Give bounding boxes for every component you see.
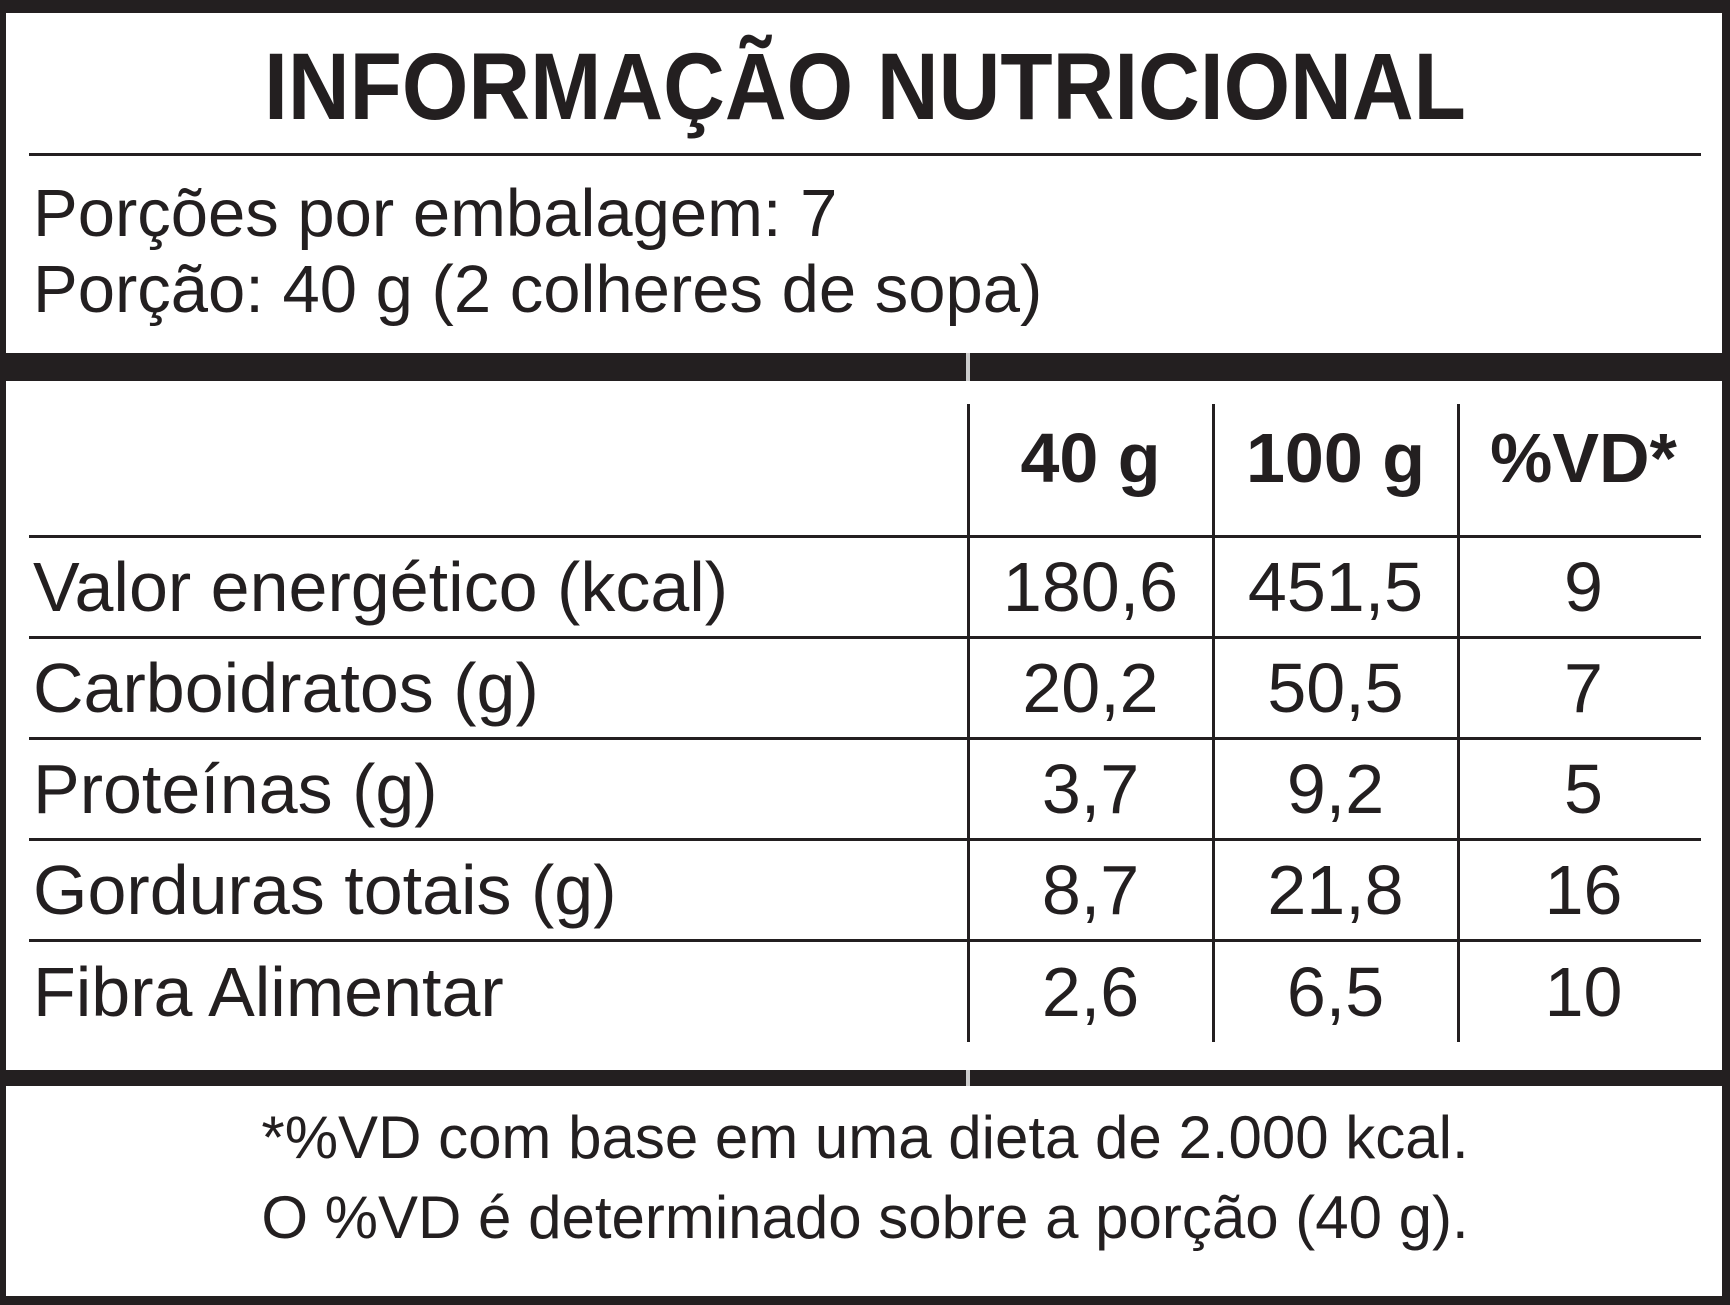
bottom-separator-bar [6, 1070, 1722, 1086]
nutrient-label: Fibra Alimentar [33, 953, 504, 1031]
row-separator [29, 636, 1701, 639]
column-divider-1 [967, 404, 970, 1042]
table-row-proteinas: Proteínas (g) 3,7 9,2 5 [0, 740, 1730, 838]
value-100g: 6,5 [1286, 953, 1385, 1031]
top-bar-notch [966, 353, 970, 381]
footnote-vd-per-portion: O %VD é determinado sobre a porção (40 g… [261, 1184, 1469, 1251]
value-40g: 3,7 [1041, 750, 1140, 828]
title-divider-line [29, 153, 1701, 156]
nutrient-label: Gorduras totais (g) [33, 851, 617, 929]
bottom-bar-notch [966, 1070, 970, 1086]
nutrition-table: 40 g 100 g %VD* Valor energético (kcal) … [0, 381, 1730, 1042]
value-vd: 9 [1564, 548, 1603, 626]
serving-size-text: Porção: 40 g (2 colheres de sopa) [33, 252, 1043, 327]
value-100g: 21,8 [1267, 851, 1404, 929]
value-vd: 10 [1544, 953, 1623, 1031]
value-vd: 7 [1564, 649, 1603, 727]
table-header-row: 40 g 100 g %VD* [0, 381, 1730, 535]
nutrient-label: Carboidratos (g) [33, 649, 539, 727]
column-header-vd: %VD* [1490, 419, 1677, 497]
value-40g: 8,7 [1041, 851, 1140, 929]
value-100g: 451,5 [1247, 548, 1424, 626]
table-row-fibra-alimentar: Fibra Alimentar 2,6 6,5 10 [0, 942, 1730, 1042]
value-40g: 2,6 [1041, 953, 1140, 1031]
label-title: INFORMAÇÃO NUTRICIONAL [264, 34, 1466, 140]
table-row-gorduras-totais: Gorduras totais (g) 8,7 21,8 16 [0, 841, 1730, 939]
value-40g: 20,2 [1022, 649, 1159, 727]
value-vd: 16 [1544, 851, 1623, 929]
table-row-carboidratos: Carboidratos (g) 20,2 50,5 7 [0, 639, 1730, 737]
footnote-daily-value-basis: *%VD com base em uma dieta de 2.000 kcal… [261, 1104, 1469, 1171]
value-vd: 5 [1564, 750, 1603, 828]
serving-info: Porções por embalagem: 7 Porção: 40 g (2… [33, 176, 1042, 328]
row-separator [29, 838, 1701, 841]
column-header-100g: 100 g [1246, 419, 1425, 497]
column-divider-3 [1457, 404, 1460, 1042]
servings-per-package-text: Porções por embalagem: 7 [33, 176, 838, 251]
top-separator-bar [6, 353, 1722, 381]
table-row-valor-energetico: Valor energético (kcal) 180,6 451,5 9 [0, 538, 1730, 636]
footnotes: *%VD com base em uma dieta de 2.000 kcal… [0, 1098, 1730, 1258]
column-header-40g: 40 g [1020, 419, 1161, 497]
value-40g: 180,6 [1002, 548, 1179, 626]
row-separator [29, 737, 1701, 740]
row-separator [29, 535, 1701, 538]
nutrient-label: Proteínas (g) [33, 750, 438, 828]
nutrient-label: Valor energético (kcal) [33, 548, 729, 626]
header-empty-cell [0, 381, 968, 535]
column-divider-2 [1212, 404, 1215, 1042]
row-separator [29, 939, 1701, 942]
value-100g: 9,2 [1286, 750, 1385, 828]
value-100g: 50,5 [1267, 649, 1404, 727]
